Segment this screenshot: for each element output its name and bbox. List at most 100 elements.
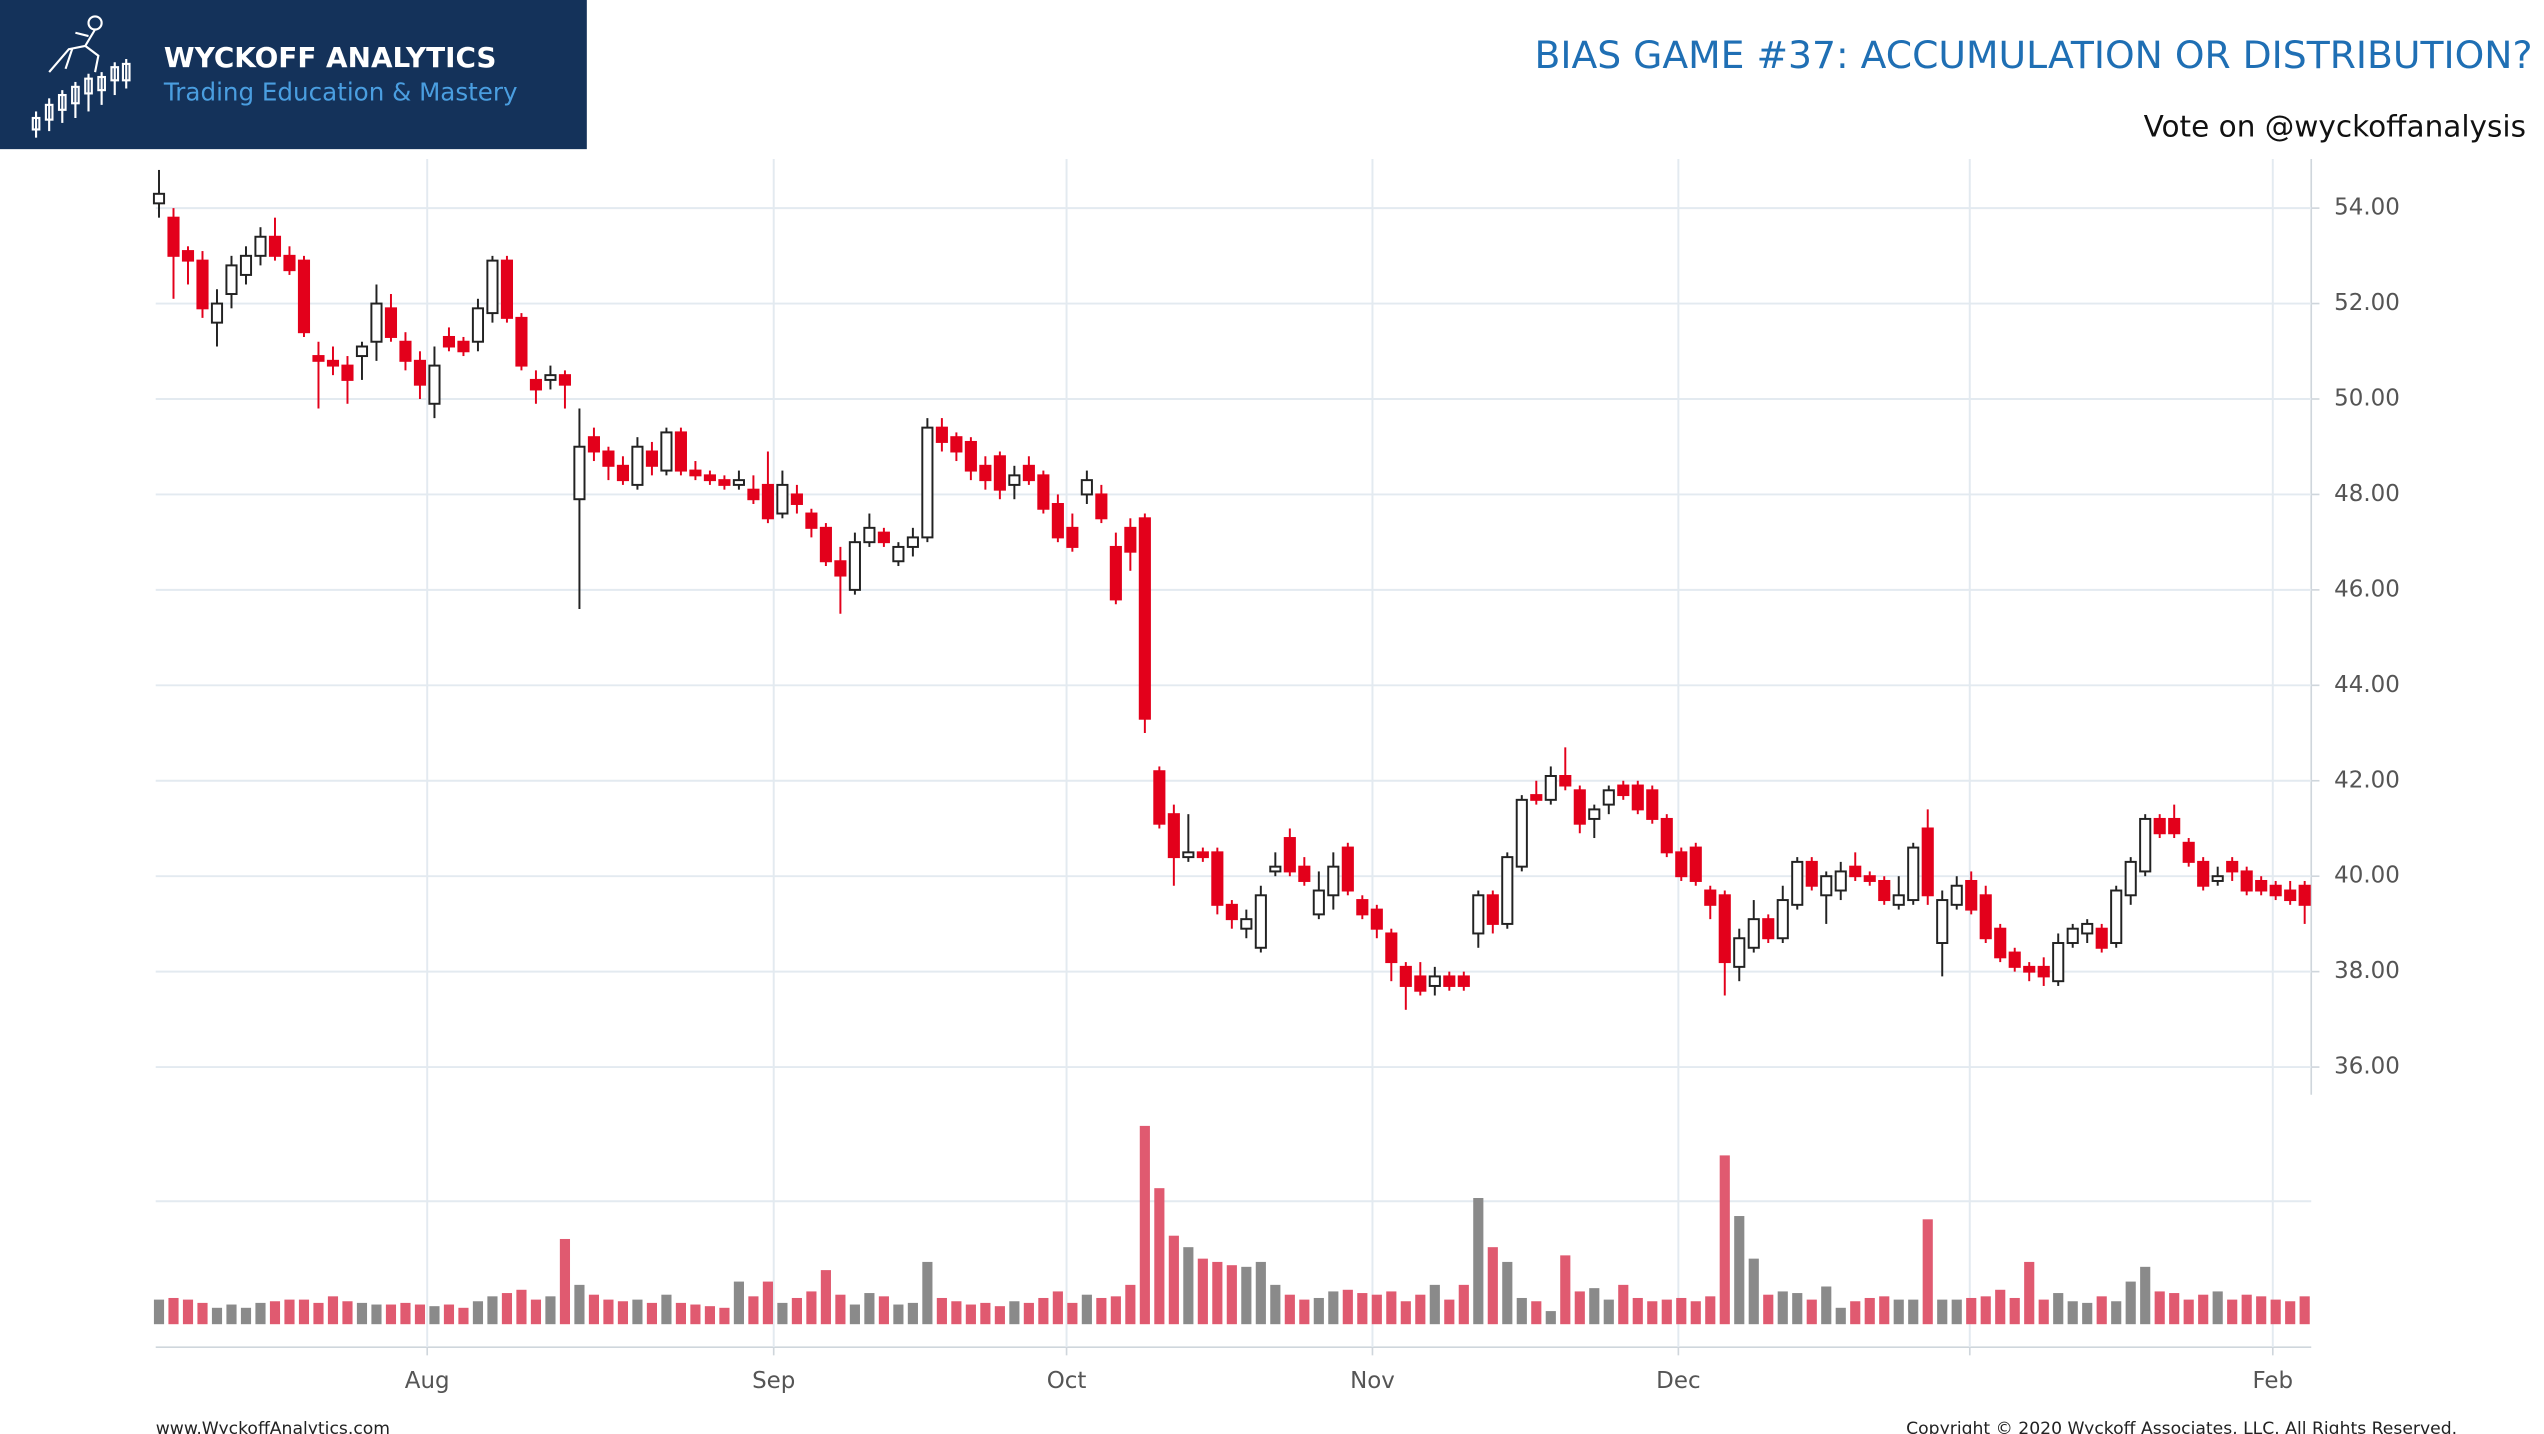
candle-body [2211,875,2224,882]
candle-body [1573,789,1586,825]
candle-body [529,378,543,391]
candle-body [703,474,716,482]
candle-body [1124,526,1137,553]
candle-body [2182,841,2195,863]
volume-bar [820,1270,831,1325]
candle-body [2124,860,2137,897]
candle-body [1704,889,1717,906]
volume-bar [240,1307,252,1325]
candle-body [210,302,224,324]
volume-bar [255,1302,266,1325]
candle-body [181,250,195,262]
volume-bar [1734,1216,1745,1325]
volume-bar [2024,1261,2035,1325]
volume-bar [878,1296,889,1325]
volume-bar [2125,1281,2136,1325]
volume-bar [356,1302,368,1325]
volume-bar [1763,1294,1774,1325]
volume-bar [1647,1301,1658,1325]
volume-bar [1357,1293,1368,1325]
volume-bar [211,1307,223,1325]
candle-body [268,235,282,257]
candle-body [152,192,166,205]
volume-bar [791,1297,802,1325]
volume-bar [2169,1293,2180,1325]
volume-bar [559,1238,571,1325]
candle-body [1385,932,1398,964]
candle-body [254,235,267,257]
candle-body [645,450,658,467]
volume-bar [2140,1266,2151,1325]
candle-body [428,364,441,405]
volume-bar [226,1304,237,1325]
candle-body [1472,894,1485,935]
chart-subtitle: Vote on @wyckoffanalysis [2144,109,2526,143]
volume-bar [646,1302,658,1325]
candle-body [2269,884,2282,897]
candle-body [1414,975,1427,992]
volume-bar [2270,1299,2281,1325]
volume-bar [2067,1301,2078,1325]
candle-body [1660,817,1673,854]
volume-bar [400,1302,411,1325]
candle-body [848,541,861,591]
candle-body [1298,865,1311,882]
volume-bar [1110,1296,1121,1325]
volume-bar [1850,1301,1861,1325]
candle-body [805,512,818,529]
volume-bar [501,1293,513,1325]
candle-body [1066,526,1079,548]
volume-bar [994,1306,1005,1325]
volume-bar [1690,1301,1701,1325]
candle-body [1341,846,1354,892]
volume-bar [762,1281,773,1325]
candle-body [1167,813,1180,859]
candle-body [906,536,919,548]
x-tick-label: Nov [1350,1368,1395,1394]
candle-body [1370,908,1383,930]
candle-body [1588,808,1601,820]
volume-bar [1574,1291,1585,1325]
candle-body [1515,798,1528,868]
volume-bar [2009,1297,2020,1325]
candle-body [1559,775,1572,787]
volume-bar [965,1304,976,1325]
candle-body [1269,865,1282,873]
volume-bar [1705,1296,1716,1325]
volume-bar [1951,1299,1962,1325]
y-tick-label: 50.00 [2334,386,2400,412]
candle-body [1675,851,1688,878]
volume-bar [1806,1299,1817,1325]
candle-body [442,335,456,348]
volume-bar [907,1302,918,1325]
candle-body [964,440,977,472]
volume-bar [603,1299,614,1325]
candle-body [1776,899,1789,940]
candle-body [1544,775,1557,801]
volume-bar [1893,1299,1904,1325]
candle-body [1327,865,1340,897]
x-tick-label: Feb [2252,1368,2293,1394]
candle-body [384,307,398,338]
volume-bar [1270,1284,1281,1325]
candle-body [732,479,745,486]
volume-bar [719,1307,730,1325]
y-tick-label: 36.00 [2334,1054,2400,1080]
volume-bar [2227,1299,2238,1325]
candle-body [616,464,629,482]
candle-body [1747,918,1760,949]
candle-body [1820,875,1833,897]
candle-body [1109,545,1122,601]
volume-bar [2198,1294,2209,1325]
volume-bar [1835,1307,1846,1325]
volume-bar [661,1294,672,1325]
volume-bar [1545,1311,1556,1325]
candle-body [819,526,832,563]
candle-body [674,431,687,472]
volume-bar [806,1291,817,1325]
volume-bar [690,1304,701,1325]
candle-body [1037,474,1050,510]
volume-bar [1284,1294,1295,1325]
volume-bar [1864,1297,1875,1325]
candle-body [718,479,731,486]
